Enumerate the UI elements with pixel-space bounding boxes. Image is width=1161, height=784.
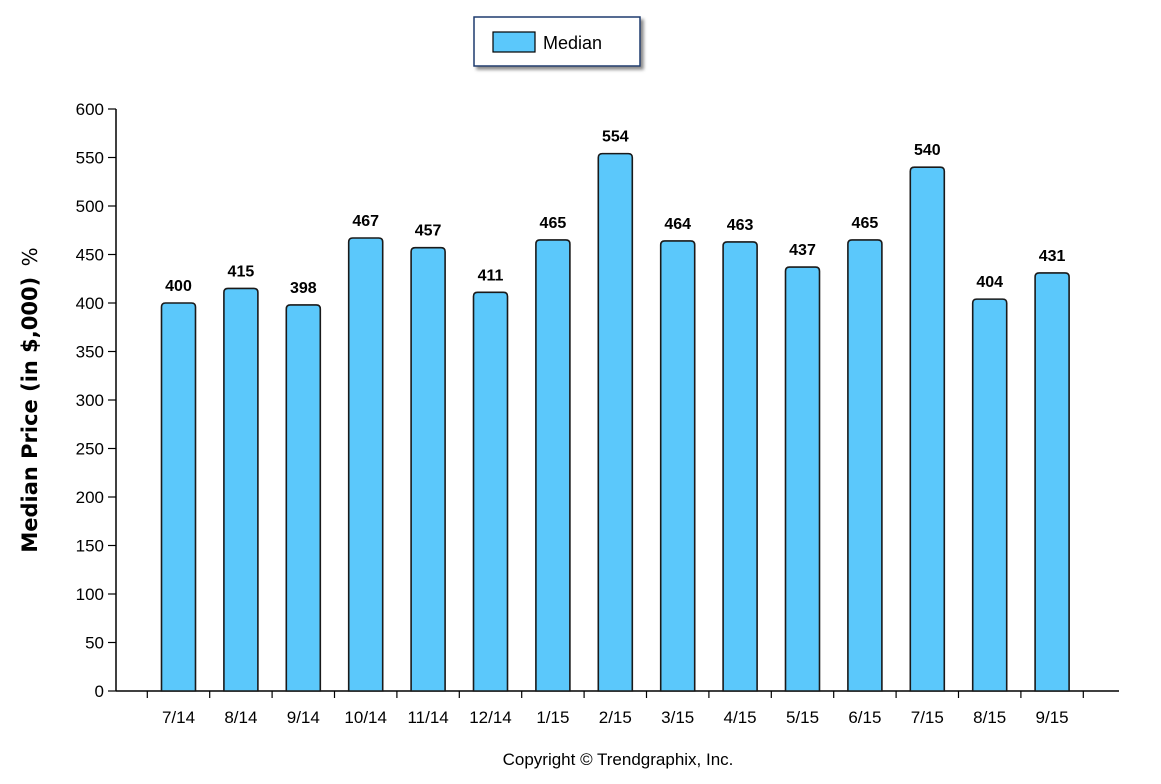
bar-7-14: [160, 302, 197, 692]
y-tick-label: 150: [76, 537, 104, 556]
y-axis-title-suffix: %: [18, 247, 42, 266]
bar-9-15: [1034, 272, 1070, 692]
y-tick-label: 350: [76, 343, 104, 362]
bar-11-14: [410, 246, 446, 692]
y-tick-label: 400: [76, 294, 104, 313]
bar-2-15: [597, 152, 634, 692]
bar-6-15: [847, 239, 883, 692]
data-label: 411: [478, 267, 504, 284]
x-category-label: 7/14: [162, 708, 195, 727]
data-label: 463: [727, 217, 754, 234]
x-axis-labels: 7/14 8/14 9/14 10/14 11/14 12/14 1/15 2/15 3/15 4…: [162, 708, 1069, 727]
x-category-label: 11/14: [407, 708, 448, 727]
data-label: 457: [415, 223, 442, 240]
bar-4-15: [722, 241, 758, 692]
y-tick-label: 500: [76, 197, 104, 216]
y-axis-title: Median Price (in $,000) %: [18, 247, 42, 552]
data-labels: 400 415 398 467 457 411 465 554 464 463 437 465 540 4…: [165, 129, 1065, 297]
data-label: 465: [540, 215, 567, 232]
x-category-label: 10/14: [344, 708, 387, 727]
data-label: 415: [228, 263, 255, 280]
data-label: 554: [602, 129, 629, 146]
bar-9-14: [285, 304, 322, 692]
bar-5-15: [784, 266, 821, 692]
y-tick-label: 550: [76, 149, 104, 168]
bar-7-15: [909, 166, 946, 692]
bar-3-15: [659, 240, 696, 692]
data-label: 431: [1039, 248, 1066, 265]
y-tick-label: 250: [76, 440, 104, 459]
y-tick-label: 200: [76, 488, 104, 507]
x-category-label: 12/14: [469, 708, 512, 727]
x-category-label: 1/15: [536, 708, 569, 727]
legend-swatch: [492, 31, 536, 53]
x-category-label: 7/15: [911, 708, 944, 727]
bar-10-14: [347, 237, 384, 692]
x-category-label: 9/15: [1036, 708, 1069, 727]
y-tick-label: 450: [76, 246, 104, 265]
data-label: 404: [976, 274, 1003, 291]
y-axis-ticks: 0 50 100 150 200 250 300 350 400 450 500 550 600: [76, 100, 116, 701]
data-label: 398: [290, 280, 317, 297]
legend: Median: [473, 16, 641, 67]
copyright-text: Copyright © Trendgraphix, Inc.: [503, 750, 734, 769]
data-label: 467: [352, 213, 379, 230]
x-category-label: 4/15: [724, 708, 757, 727]
data-label: 540: [914, 142, 941, 159]
x-category-label: 8/15: [973, 708, 1006, 727]
bar-8-15: [971, 298, 1008, 692]
data-label: 465: [852, 215, 879, 232]
y-tick-label: 50: [85, 634, 104, 653]
x-category-label: 2/15: [599, 708, 632, 727]
y-tick-label: 100: [76, 585, 104, 604]
y-tick-label: 300: [76, 391, 104, 410]
legend-label: Median: [543, 33, 602, 53]
data-label: 400: [165, 278, 192, 295]
y-tick-label: 600: [76, 100, 104, 119]
x-category-label: 3/15: [661, 708, 694, 727]
y-axis-title-text: Median Price (in $,000): [18, 277, 42, 553]
data-label: 437: [789, 242, 816, 259]
data-label: 464: [664, 216, 691, 233]
x-category-label: 6/15: [848, 708, 881, 727]
bar-12-14: [472, 291, 509, 692]
x-category-label: 9/14: [287, 708, 320, 727]
x-category-label: 8/14: [224, 708, 257, 727]
x-category-label: 5/15: [786, 708, 819, 727]
bar-8-14: [223, 287, 259, 692]
bars: [160, 152, 1070, 692]
bar-1-15: [535, 239, 571, 692]
y-tick-label: 0: [95, 682, 104, 701]
